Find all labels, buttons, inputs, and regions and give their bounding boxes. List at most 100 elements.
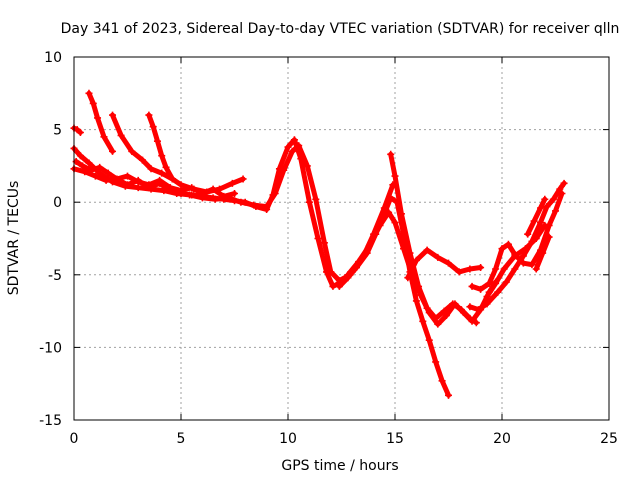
data-point-marker [290, 136, 298, 144]
data-point-marker [524, 230, 532, 238]
data-point-marker [117, 131, 125, 139]
data-point-marker [91, 172, 99, 180]
data-point-marker [284, 143, 292, 151]
y-tick-label: -5 [48, 268, 62, 284]
data-point-marker [145, 111, 153, 119]
data-point-marker [541, 195, 549, 203]
data-point-marker [89, 99, 97, 107]
data-point-marker [186, 191, 194, 199]
data-point-marker [355, 258, 363, 266]
data-point-marker [391, 219, 399, 227]
data-point-marker [104, 169, 112, 177]
data-point-marker [500, 265, 508, 273]
y-tick-label: 10 [44, 50, 62, 66]
data-point-marker [365, 242, 373, 250]
data-point-marker [423, 246, 431, 254]
data-point-marker [466, 265, 474, 273]
data-point-marker [280, 166, 288, 174]
data-point-marker [147, 165, 155, 173]
data-point-marker [552, 207, 559, 215]
data-point-marker [391, 172, 399, 180]
data-point-marker [160, 187, 168, 195]
data-point-marker [434, 320, 442, 328]
data-point-marker [537, 219, 545, 227]
data-point-marker [404, 274, 412, 282]
data-point-marker [417, 291, 425, 299]
data-point-marker [153, 137, 161, 145]
data-point-marker [124, 172, 131, 180]
data-point-marker [451, 300, 459, 308]
data-point-marker [385, 208, 393, 216]
data-point-marker [314, 235, 322, 242]
data-point-marker [530, 217, 538, 225]
series-track-2 [70, 142, 397, 285]
data-point-marker [209, 185, 217, 193]
data-point-marker [477, 285, 485, 293]
data-point-marker [177, 187, 185, 195]
data-point-marker [158, 169, 166, 177]
y-tick-label: 0 [53, 195, 62, 211]
data-point-marker [438, 377, 446, 385]
data-point-marker [94, 114, 102, 122]
data-point-marker [442, 311, 450, 319]
data-point-marker [162, 163, 170, 171]
x-tick-labels: 0 5 10 15 20 25 [70, 431, 618, 447]
data-point-marker [312, 195, 320, 203]
x-tick-label: 10 [279, 431, 297, 447]
data-point-marker [228, 179, 236, 187]
data-point-marker [483, 300, 491, 308]
data-point-marker [425, 309, 433, 317]
data-point-marker [263, 203, 271, 211]
data-point-marker [188, 184, 196, 192]
data-point-marker [109, 111, 117, 119]
data-point-marker [483, 293, 491, 301]
data-point-marker [145, 181, 153, 189]
data-point-marker [468, 317, 476, 325]
y-tick-label: 5 [53, 123, 62, 139]
data-point-marker [511, 252, 519, 260]
y-axis-label: SDTVAR / TECUs [6, 181, 22, 296]
series-track-11 [404, 246, 485, 282]
data-point-marker [344, 271, 352, 279]
data-point-marker [412, 297, 420, 305]
data-point-marker [494, 288, 502, 296]
data-point-marker [556, 185, 564, 193]
data-point-marker [498, 245, 506, 253]
series-track-16 [532, 233, 553, 273]
data-point-marker [545, 233, 553, 241]
data-point-marker [397, 210, 405, 218]
data-point-marker [412, 256, 420, 264]
data-point-marker [76, 152, 84, 160]
data-point-marker [87, 166, 95, 174]
data-point-marker [425, 336, 433, 344]
series-trace [345, 209, 499, 327]
data-point-marker [327, 268, 335, 276]
data-point-marker [250, 201, 258, 209]
y-tick-label: -15 [39, 413, 62, 429]
data-point-marker [305, 198, 313, 206]
data-point-marker [138, 156, 146, 164]
data-point-marker [335, 282, 343, 290]
data-point-marker [113, 175, 121, 183]
data-series [70, 89, 568, 399]
series-trace [525, 196, 548, 237]
series-track-4 [85, 89, 117, 155]
data-point-marker [96, 163, 104, 171]
x-tick-label: 25 [600, 431, 618, 447]
data-point-marker [166, 184, 174, 192]
data-point-marker [400, 245, 408, 253]
data-point-marker [288, 147, 296, 155]
series-track-7 [72, 158, 238, 200]
series-track-15 [524, 195, 549, 238]
y-tick-label: -10 [39, 340, 62, 356]
data-point-marker [85, 89, 93, 97]
data-point-marker [79, 162, 87, 170]
x-tick-label: 5 [177, 431, 186, 447]
grid-lines [74, 57, 609, 420]
data-point-marker [445, 259, 452, 267]
plot-frame [73, 56, 610, 421]
data-point-marker [156, 176, 164, 184]
data-point-marker [432, 358, 440, 366]
data-point-marker [198, 189, 206, 197]
data-point-marker [455, 268, 463, 276]
